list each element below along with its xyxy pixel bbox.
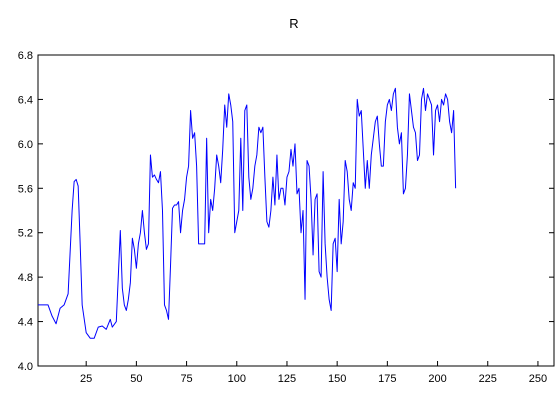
x-tick-label: 50	[130, 373, 142, 385]
plot-frame	[37, 54, 555, 367]
series-line	[38, 87, 457, 339]
y-tick-label: 4.4	[18, 317, 33, 329]
x-tick-label: 25	[80, 373, 92, 385]
x-tick-label: 225	[479, 373, 497, 385]
x-tick-label: 175	[378, 373, 396, 385]
x-tick-label: 250	[529, 373, 547, 385]
chart-title: R	[289, 16, 298, 31]
series-layer	[38, 87, 457, 339]
x-tick-label: 200	[428, 373, 446, 385]
y-tick-label: 5.2	[18, 228, 33, 240]
x-tick-label: 150	[328, 373, 346, 385]
y-tick-label: 6.0	[18, 139, 33, 151]
x-tick-label: 100	[228, 373, 246, 385]
y-tick-label: 4.8	[18, 272, 33, 284]
y-tick-label: 5.6	[18, 183, 33, 195]
y-tick-label: 6.8	[18, 50, 33, 62]
x-tick-label: 125	[278, 373, 296, 385]
tick-layer: 4.0 4.4 4.8 5.2 5.6 6.0 6.4 6.8 25 50 75 100 125 150 1…	[18, 50, 554, 385]
y-tick-label: 6.4	[18, 94, 33, 106]
y-tick-label: 4.0	[18, 361, 33, 373]
x-tick-label: 75	[180, 373, 192, 385]
